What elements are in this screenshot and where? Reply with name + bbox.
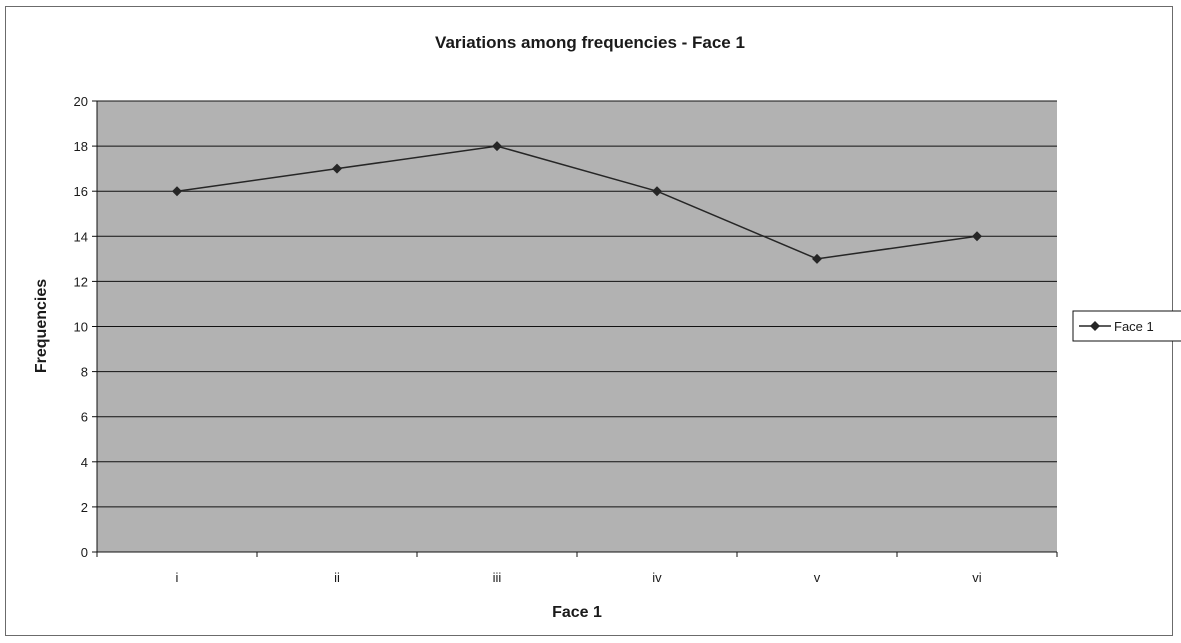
x-tick-label: vi	[972, 570, 982, 585]
y-tick-label: 2	[81, 500, 88, 515]
x-tick-label: v	[814, 570, 821, 585]
x-tick-label: iv	[652, 570, 662, 585]
y-tick-label: 12	[74, 274, 88, 289]
x-tick-label: i	[176, 570, 179, 585]
legend-label-face-1: Face 1	[1114, 319, 1154, 334]
data-point-marker	[812, 253, 822, 264]
legend: Face 1	[1072, 310, 1181, 342]
y-tick-label: 16	[74, 184, 88, 199]
y-tick-label: 20	[74, 94, 88, 109]
data-point-marker	[972, 231, 982, 242]
x-tick-label: iii	[493, 570, 502, 585]
series-line	[176, 145, 978, 260]
chart-title: Variations among frequencies - Face 1	[435, 33, 745, 52]
gridlines	[97, 100, 1057, 508]
y-tick-label: 14	[74, 229, 88, 244]
series-face-1	[172, 141, 982, 264]
y-axis-ticks: 0 2 4 6 8 10 12 14 16 18 20	[74, 94, 97, 560]
data-point-marker	[492, 141, 502, 152]
data-point-marker	[332, 163, 342, 174]
y-tick-label: 10	[74, 320, 88, 335]
y-tick-label: 18	[74, 139, 88, 154]
legend-marker-diamond	[1090, 321, 1100, 331]
data-point-marker	[652, 186, 662, 197]
y-tick-label: 4	[81, 455, 88, 470]
x-axis-title: Face 1	[552, 604, 602, 621]
y-axis-title: Frequencies	[33, 279, 50, 373]
x-axis-ticks: i ii iii iv v vi	[96, 552, 1058, 585]
legend-box	[1072, 310, 1181, 342]
y-tick-label: 6	[81, 410, 88, 425]
data-point-marker	[172, 186, 182, 197]
x-tick-label: ii	[334, 570, 340, 585]
y-tick-label: 8	[81, 365, 88, 380]
y-tick-label: 0	[81, 545, 88, 560]
